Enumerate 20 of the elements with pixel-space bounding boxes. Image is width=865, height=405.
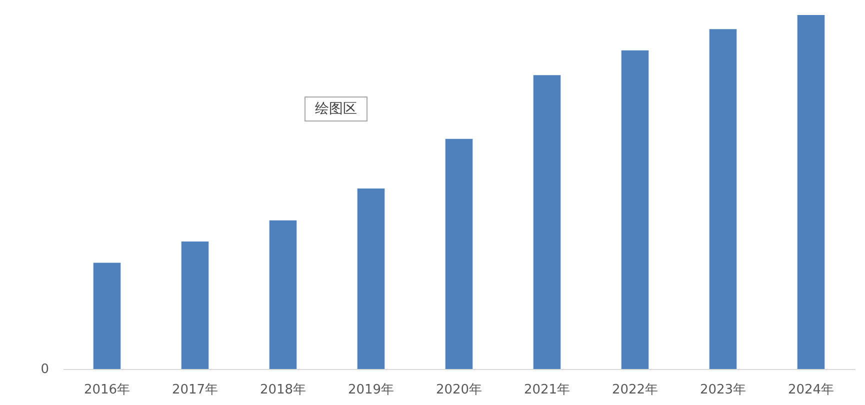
bar bbox=[93, 262, 121, 369]
bar bbox=[357, 188, 385, 369]
bar bbox=[709, 29, 737, 369]
x-tick-label: 2019年 bbox=[348, 382, 394, 398]
x-tick-label: 2020年 bbox=[436, 382, 482, 398]
x-tick-label: 2022年 bbox=[612, 382, 658, 398]
x-tick-label: 2017年 bbox=[172, 382, 218, 398]
x-tick-label: 2016年 bbox=[84, 382, 130, 398]
annotation: 绘图区 bbox=[315, 101, 357, 117]
bar bbox=[269, 220, 297, 369]
bar bbox=[621, 50, 649, 369]
x-tick-label: 2024年 bbox=[788, 382, 834, 398]
x-tick-label: 2018年 bbox=[260, 382, 306, 398]
text: 0 bbox=[40, 362, 49, 377]
bar bbox=[445, 138, 473, 369]
bar bbox=[181, 242, 209, 369]
x-tick-label: 2021年 bbox=[524, 382, 570, 398]
x-tick-label: 2023年 bbox=[700, 382, 746, 398]
bar bbox=[533, 75, 561, 369]
bar bbox=[797, 15, 825, 369]
